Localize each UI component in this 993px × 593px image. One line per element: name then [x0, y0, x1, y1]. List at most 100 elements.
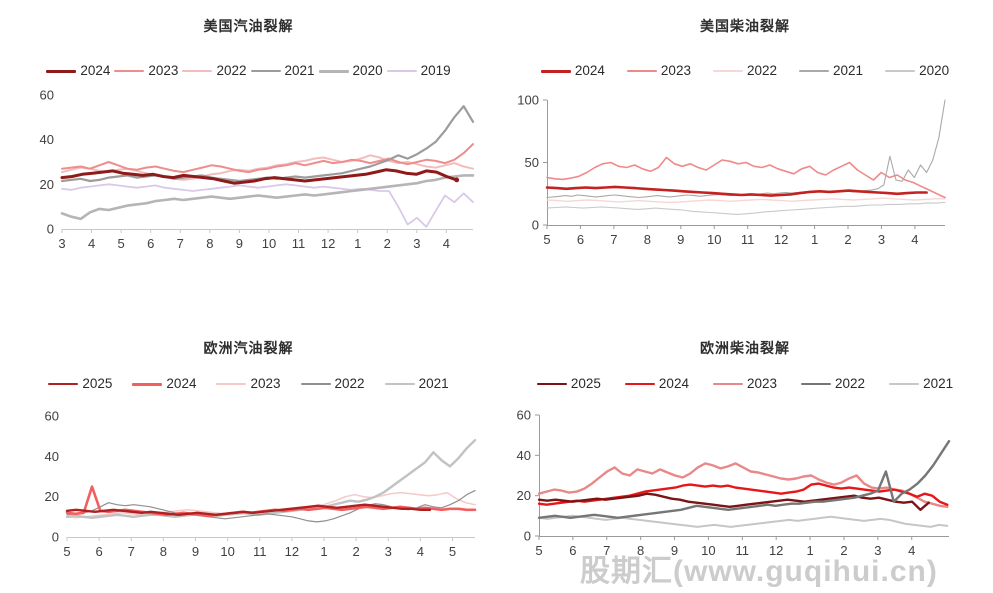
y-tick-label: 40 — [45, 449, 59, 464]
series-line-2021 — [65, 438, 477, 520]
legend-item-2021: 2021 — [384, 376, 449, 392]
y-tick-label: 40 — [517, 448, 531, 463]
x-tick-label: 5 — [63, 544, 70, 559]
legend-label: 2022 — [746, 63, 778, 78]
legend-label: 2022 — [835, 376, 866, 391]
x-tick-label: 1 — [806, 543, 813, 558]
legend: 2024 2023 2022 2021 2020 — [497, 63, 993, 79]
legend-line-swatch — [540, 69, 571, 73]
x-tick-label: 3 — [413, 236, 420, 251]
y-tick-label: 50 — [525, 155, 539, 170]
y-tick-label: 20 — [517, 488, 531, 503]
y-tick-label: 0 — [47, 222, 54, 237]
x-tick-label: 10 — [707, 232, 721, 247]
legend-label: 2025 — [570, 376, 601, 391]
x-tick-label: 8 — [206, 236, 213, 251]
y-tick-label: 0 — [532, 218, 539, 233]
x-tick-label: 12 — [321, 236, 335, 251]
legend-item-2021: 2021 — [250, 63, 315, 79]
series-line-2025 — [65, 503, 432, 517]
x-tick-label: 8 — [637, 543, 644, 558]
series-line-2023 — [546, 156, 946, 199]
legend-line-swatch — [300, 383, 331, 385]
legend-item-2024: 2024 — [132, 376, 196, 392]
legend-item-2023: 2023 — [114, 63, 178, 79]
legend-item-2022: 2022 — [300, 376, 365, 392]
legend-line-swatch — [801, 383, 832, 385]
x-tick-label: 4 — [908, 543, 915, 558]
series-line-2021 — [538, 514, 949, 528]
legend-line-swatch — [536, 383, 567, 385]
x-tick-label: 2 — [353, 544, 360, 559]
legend-item-2024: 2024 — [46, 63, 110, 79]
y-tick-label: 0 — [52, 530, 59, 545]
x-tick-label: 2 — [840, 543, 847, 558]
chart-title: 美国汽油裂解 — [203, 18, 294, 34]
series-line-2022 — [537, 439, 951, 520]
series-line-2022 — [546, 197, 946, 204]
legend-line-swatch — [318, 69, 349, 73]
legend-label: 2024 — [574, 63, 605, 78]
chart-title: 欧洲汽油裂解 — [203, 340, 294, 356]
legend-label: 2021 — [833, 63, 864, 78]
x-tick-label: 5 — [118, 236, 125, 251]
legend-label: 2023 — [660, 63, 691, 78]
x-tick-label: 7 — [177, 236, 184, 251]
x-tick-label: 5 — [543, 232, 550, 247]
chart-europe-diesel-crack: 欧洲柴油裂解 2025 2024 2023 2022 2021 5 6 7 8 9 10 11 12 1… — [497, 296, 993, 593]
legend-line-swatch — [46, 69, 77, 73]
series-line-2019 — [61, 183, 474, 228]
legend: 2025 2024 2023 2022 2021 — [497, 376, 993, 392]
x-tick-label: 9 — [677, 232, 684, 247]
x-tick-label: 3 — [874, 543, 881, 558]
x-tick-label: 8 — [644, 232, 651, 247]
legend-line-swatch — [626, 70, 657, 72]
series-line-2021 — [546, 99, 946, 199]
legend-label: 2023 — [148, 63, 179, 78]
legend-item-2023: 2023 — [626, 63, 691, 79]
legend-line-swatch — [216, 383, 247, 385]
legend-line-swatch — [799, 70, 830, 72]
x-tick-label: 4 — [443, 236, 450, 251]
x-tick-label: 11 — [741, 232, 755, 247]
legend-line-swatch — [889, 383, 920, 385]
legend-line-swatch — [624, 383, 655, 385]
y-tick-label: 60 — [517, 408, 531, 423]
legend-item-2020: 2020 — [885, 63, 949, 79]
x-tick-label: 12 — [285, 544, 299, 559]
series-line-2024 — [545, 185, 928, 197]
legend-label: 2021 — [923, 376, 954, 391]
legend-line-swatch — [885, 70, 916, 72]
y-tick-label: 60 — [40, 88, 54, 103]
x-tick-label: 7 — [603, 543, 610, 558]
legend-label: 2022 — [334, 376, 365, 391]
legend-line-swatch — [384, 383, 415, 385]
x-tick-label: 10 — [220, 544, 234, 559]
x-tick-label: 6 — [147, 236, 154, 251]
legend-label: 2024 — [166, 376, 197, 391]
legend-label: 2025 — [82, 376, 113, 391]
chart-title: 美国柴油裂解 — [700, 18, 790, 34]
legend-line-swatch — [48, 383, 79, 385]
legend-line-swatch — [712, 70, 743, 72]
x-tick-label: 7 — [128, 544, 135, 559]
y-tick-label: 0 — [524, 529, 531, 544]
x-tick-label: 9 — [671, 543, 678, 558]
legend-label: 2021 — [284, 63, 315, 78]
legend-item-2024: 2024 — [624, 376, 689, 392]
x-tick-label: 4 — [88, 236, 95, 251]
x-tick-label: 11 — [736, 543, 750, 558]
legend-line-swatch — [712, 383, 743, 385]
legend-item-2022: 2022 — [801, 376, 865, 392]
legend: 2024 2023 2022 2021 2020 2019 — [0, 63, 497, 79]
legend-label: 2020 — [919, 63, 950, 78]
legend-item-2021: 2021 — [889, 376, 953, 392]
legend: 2025 2024 2023 2022 2021 — [0, 376, 497, 392]
legend-line-swatch — [114, 70, 145, 72]
chart-europe-gasoline-crack: 欧洲汽油裂解 2025 2024 2023 2022 2021 5 6 7 8 9 10 11 12 1… — [0, 296, 497, 593]
legend-label: 2023 — [746, 376, 778, 391]
chart-title: 欧洲柴油裂解 — [700, 340, 790, 356]
